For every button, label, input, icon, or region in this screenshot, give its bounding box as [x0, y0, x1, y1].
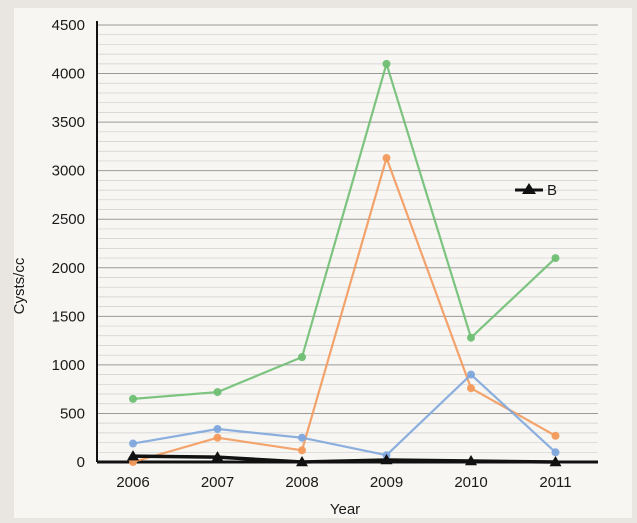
grid: [97, 24, 598, 463]
data-point-marker: [467, 384, 475, 393]
data-point-marker: [467, 370, 475, 379]
y-tick-label: 500: [60, 405, 85, 422]
data-point-marker: [551, 431, 560, 440]
y-axis-title: Cysts/cc: [11, 257, 28, 314]
series-line: [131, 156, 557, 464]
data-point-marker: [129, 439, 137, 448]
series-layer: [127, 59, 562, 467]
data-point-marker: [551, 254, 560, 263]
y-tick-label: 3000: [52, 163, 85, 180]
y-tick-label: 3500: [52, 114, 85, 131]
data-point-marker: [298, 353, 306, 362]
data-point-marker: [296, 456, 308, 467]
x-axis-title: Year: [330, 501, 360, 518]
y-tick-label: 4000: [52, 66, 85, 83]
data-point-marker: [549, 456, 562, 467]
data-point-marker: [298, 433, 306, 442]
series-line: [131, 373, 557, 457]
data-point-marker: [213, 433, 222, 442]
data-point-marker: [467, 333, 475, 342]
y-tick-label: 1000: [52, 357, 85, 374]
x-tick-label: 2010: [454, 474, 487, 491]
data-point-marker: [211, 451, 224, 462]
y-tick-label: 1500: [52, 308, 85, 325]
data-point-marker: [298, 446, 306, 455]
data-point-marker: [382, 59, 391, 68]
data-point-marker: [129, 394, 137, 403]
y-tick-label: 4500: [52, 17, 85, 34]
y-tick-label: 2000: [52, 260, 85, 277]
x-tick-label: 2011: [539, 474, 571, 491]
data-point-marker: [213, 424, 222, 433]
x-tick-label: 2009: [370, 474, 403, 491]
y-tick-label: 2500: [52, 211, 85, 228]
legend-swatch-marker: [522, 183, 536, 194]
x-tick-label: 2008: [285, 474, 318, 491]
legend-label: B: [547, 182, 557, 199]
x-tick-label: 2007: [201, 474, 234, 491]
y-tick-label: 0: [77, 454, 85, 471]
data-point-marker: [382, 154, 391, 163]
data-point-marker: [127, 450, 139, 461]
legend: B: [515, 182, 557, 199]
data-point-marker: [551, 448, 560, 457]
data-point-marker: [380, 454, 393, 465]
series-line: [131, 454, 558, 464]
data-point-marker: [213, 388, 222, 397]
series-line: [131, 62, 557, 400]
x-tick-label: 2006: [116, 474, 149, 491]
data-point-marker: [465, 455, 477, 466]
